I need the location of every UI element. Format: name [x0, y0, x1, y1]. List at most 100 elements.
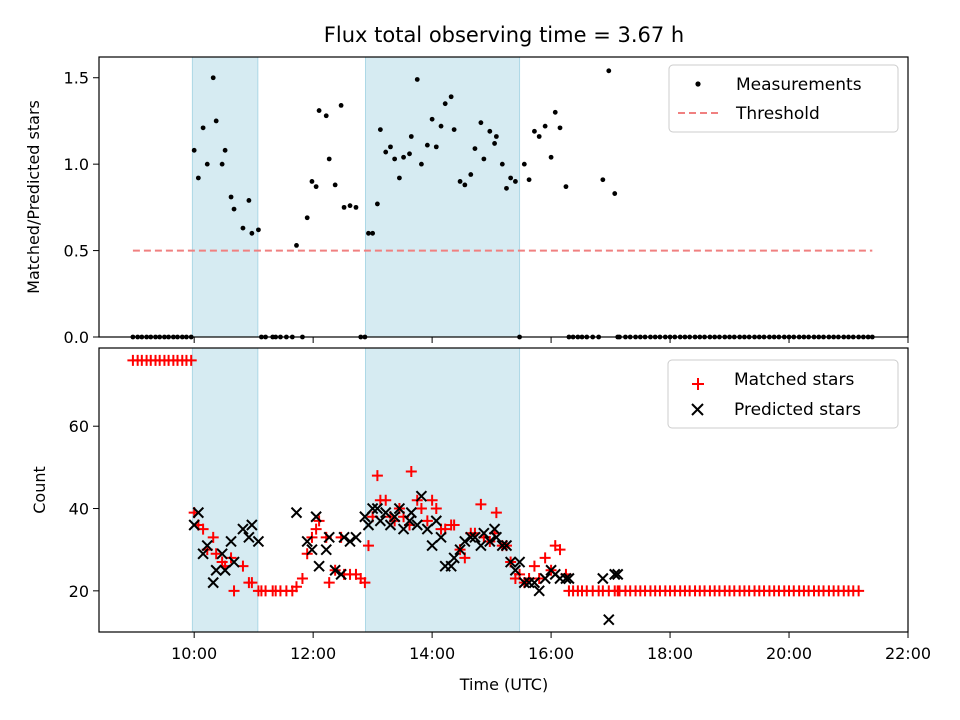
measurement-point [606, 68, 612, 74]
measurement-point [429, 116, 435, 122]
x-tick-label: 22:00 [885, 644, 931, 663]
measurement-point [341, 204, 347, 210]
x-axis-label: Time (UTC) [459, 675, 548, 694]
measurement-point [493, 134, 499, 139]
bottom-shaded-interval [364, 347, 521, 633]
matched-star-marker [528, 560, 540, 572]
matched-star-marker [362, 540, 374, 552]
predicted-star-marker [219, 564, 231, 576]
measurement-point [397, 175, 402, 181]
x-tick-label: 12:00 [290, 644, 336, 663]
predicted-star-marker [426, 539, 438, 552]
measurement-point [521, 161, 527, 167]
panel-top: 0.0 0.5 1.0 1.5 Matched/Predicted stars Mea… [24, 56, 909, 347]
measurement-point [366, 230, 371, 236]
predicted-star-marker [323, 531, 335, 544]
measurement-point [504, 185, 509, 191]
measurement-point [600, 177, 606, 183]
predicted-star-marker [344, 535, 356, 548]
legend-matched-label: Matched stars [734, 370, 854, 390]
predicted-star-marker [320, 543, 332, 556]
matched-star-marker [539, 552, 551, 564]
measurement-point [492, 141, 497, 146]
predicted-star-marker [518, 576, 531, 589]
predicted-star-marker [560, 572, 572, 585]
measurement-point [210, 75, 216, 81]
measurement-point [526, 177, 532, 183]
predicted-star-marker [504, 556, 517, 568]
measurement-point [462, 182, 468, 188]
measurement-point [370, 230, 376, 236]
measurement-point [532, 128, 537, 134]
legend-predicted-label: Predicted stars [734, 400, 861, 420]
top-y-tick-label: 1.5 [64, 69, 89, 88]
predicted-star-marker [210, 564, 222, 576]
matched-star-marker [554, 544, 566, 556]
measurement-point [323, 113, 329, 119]
measurement-point [338, 102, 344, 108]
measurement-point [353, 204, 359, 210]
measurement-point [499, 161, 505, 167]
measurement-point [332, 182, 338, 188]
predicted-star-marker [313, 560, 325, 572]
x-tick-label: 10:00 [171, 644, 217, 663]
predicted-star-marker [197, 548, 209, 560]
measurement-point [487, 128, 493, 134]
measurement-point [401, 154, 406, 160]
matched-star-marker [475, 498, 487, 510]
measurement-point [512, 179, 518, 184]
measurement-point [240, 225, 246, 231]
predicted-star-marker [216, 548, 228, 560]
measurement-point [383, 149, 389, 155]
predicted-star-marker [228, 556, 240, 568]
measurement-point [612, 191, 618, 196]
matched-star-marker [296, 572, 308, 584]
predicted-star-marker [459, 535, 471, 548]
measurement-point [246, 198, 252, 203]
predicted-star-marker [533, 585, 545, 597]
measurement-point [191, 147, 197, 153]
predicted-star-marker [403, 515, 416, 527]
measurement-point [414, 77, 420, 82]
measurement-point [442, 101, 448, 107]
panel-bottom: 20 40 60 10:00 12:00 14:00 16:00 18:00 20:00 22:… [30, 348, 931, 694]
predicted-star-marker [306, 543, 318, 556]
matched-star-marker [430, 503, 442, 515]
predicted-star-marker [484, 535, 496, 548]
x-tick-label: 14:00 [409, 644, 455, 663]
top-y-axis-label: Matched/Predicted stars [24, 100, 43, 294]
predicted-star-marker [496, 539, 509, 552]
legend-matched-marker [692, 378, 704, 390]
bottom-shaded-interval [191, 347, 259, 633]
matched-star-marker [371, 470, 383, 482]
measurement-point [433, 144, 439, 150]
measurement-point [438, 123, 444, 129]
bottom-y-tick-label: 20 [69, 582, 89, 601]
predicted-star-marker [243, 531, 255, 544]
predicted-star-marker [225, 535, 237, 548]
measurement-point [408, 134, 414, 139]
matched-star-marker [228, 585, 240, 597]
measurement-point [326, 156, 332, 162]
predicted-star-marker [362, 519, 375, 531]
predicted-star-marker [490, 531, 503, 544]
predicted-star-marker [384, 519, 397, 531]
legend-predicted-marker [691, 403, 704, 416]
predicted-star-marker [366, 502, 379, 515]
measurement-point [294, 242, 299, 248]
bottom-y-axis-label: Count [30, 466, 49, 514]
matched-star-marker [426, 494, 438, 506]
predicted-star-marker [475, 539, 487, 552]
matched-star-marker [207, 531, 219, 543]
legend-threshold-label: Threshold [735, 104, 820, 124]
measurement-point [468, 172, 474, 177]
measurement-point [563, 184, 569, 190]
measurement-point [195, 175, 201, 181]
legend-measurements-label: Measurements [736, 75, 862, 95]
predicted-star-marker [500, 539, 513, 552]
predicted-star-marker [188, 519, 200, 531]
measurement-point [548, 154, 554, 160]
predicted-star-marker [380, 506, 392, 519]
measurement-point [304, 215, 310, 221]
matched-star-marker [448, 519, 460, 531]
